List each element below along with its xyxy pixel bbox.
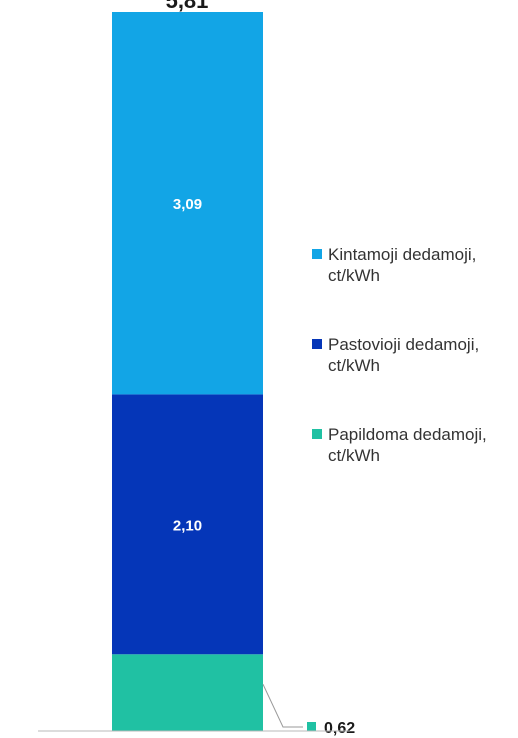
data-label-pastovioji: 2,10	[173, 517, 202, 534]
legend-item-pastovioji: Pastovioji dedamoji, ct/kWh	[312, 334, 512, 376]
bar-segment-pastovioji	[112, 394, 263, 655]
total-value-label: 5,81	[166, 0, 209, 13]
legend-swatch-papildoma	[312, 429, 322, 439]
data-label-kintamoji: 3,09	[173, 196, 202, 213]
legend-item-kintamoji: Kintamoji dedamoji, ct/kWh	[312, 244, 512, 286]
legend-label-kintamoji: Kintamoji dedamoji, ct/kWh	[328, 245, 477, 285]
label-marker-papildoma	[307, 722, 316, 731]
legend-swatch-kintamoji	[312, 249, 322, 259]
data-label-papildoma: 0,62	[324, 720, 355, 737]
legend-label-papildoma: Papildoma dedamoji, ct/kWh	[328, 425, 487, 465]
legend-label-pastovioji: Pastovioji dedamoji, ct/kWh	[328, 335, 480, 375]
bar-segment-kintamoji	[112, 12, 263, 395]
bar-stack	[112, 12, 263, 731]
bar-segment-papildoma	[112, 654, 263, 731]
legend-item-papildoma: Papildoma dedamoji, ct/kWh	[312, 424, 512, 466]
data-labels: 0,62 2,10 3,09	[173, 196, 355, 737]
leader-line-papildoma	[262, 684, 303, 728]
legend-swatch-pastovioji	[312, 339, 322, 349]
